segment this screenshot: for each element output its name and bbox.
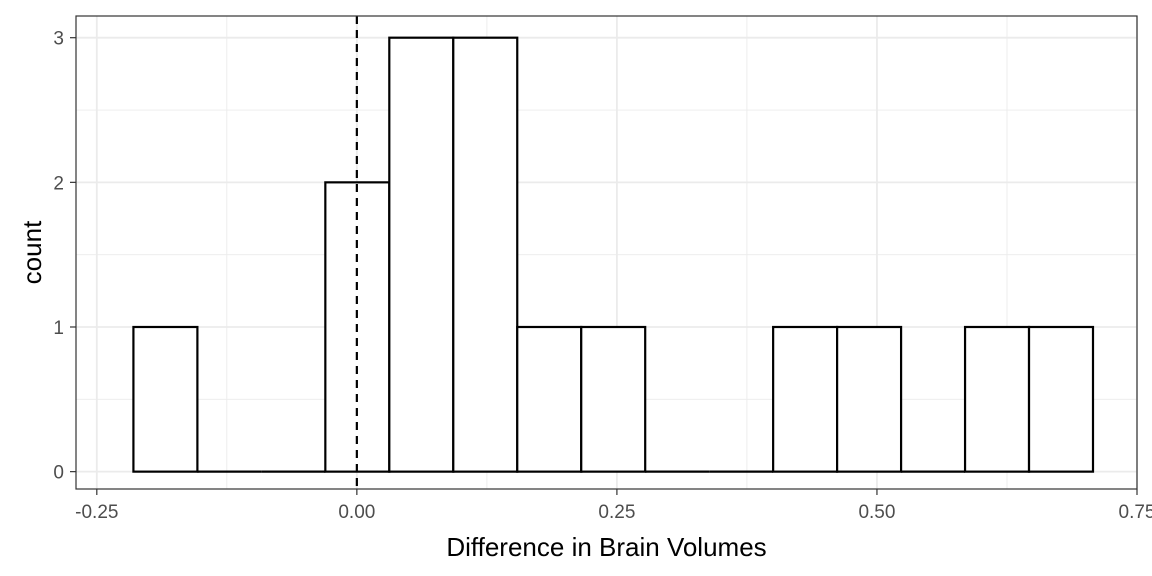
y-tick-label: 0 (53, 463, 64, 484)
x-tick-label: 0.75 (1119, 502, 1152, 523)
x-axis-title: Difference in Brain Volumes (446, 532, 766, 562)
histogram-bar (452, 36, 519, 473)
x-tick-label: 0.00 (338, 502, 375, 523)
histogram-bar (836, 325, 903, 473)
x-tick-label: 0.50 (858, 502, 895, 523)
histogram-bar (772, 325, 839, 473)
histogram-bar (963, 325, 1031, 473)
panel-border (75, 15, 1138, 490)
histogram-bar (388, 36, 455, 473)
x-axis-ticks: -0.25 0.00 0.25 0.50 0.75 (75, 489, 1152, 523)
y-tick-label: 1 (53, 318, 64, 339)
x-tick-label: -0.25 (75, 502, 118, 523)
histogram-bar (132, 325, 199, 473)
histogram-bars (132, 36, 1095, 473)
histogram-bar (580, 325, 647, 473)
histogram-bar (1027, 325, 1095, 473)
x-tick-label: 0.25 (598, 502, 635, 523)
histogram-bar (516, 325, 583, 473)
y-tick-label: 2 (53, 173, 64, 194)
y-axis-ticks: 0 1 2 3 (53, 29, 76, 484)
y-tick-label: 3 (53, 29, 64, 50)
y-axis-title: count (17, 220, 47, 284)
